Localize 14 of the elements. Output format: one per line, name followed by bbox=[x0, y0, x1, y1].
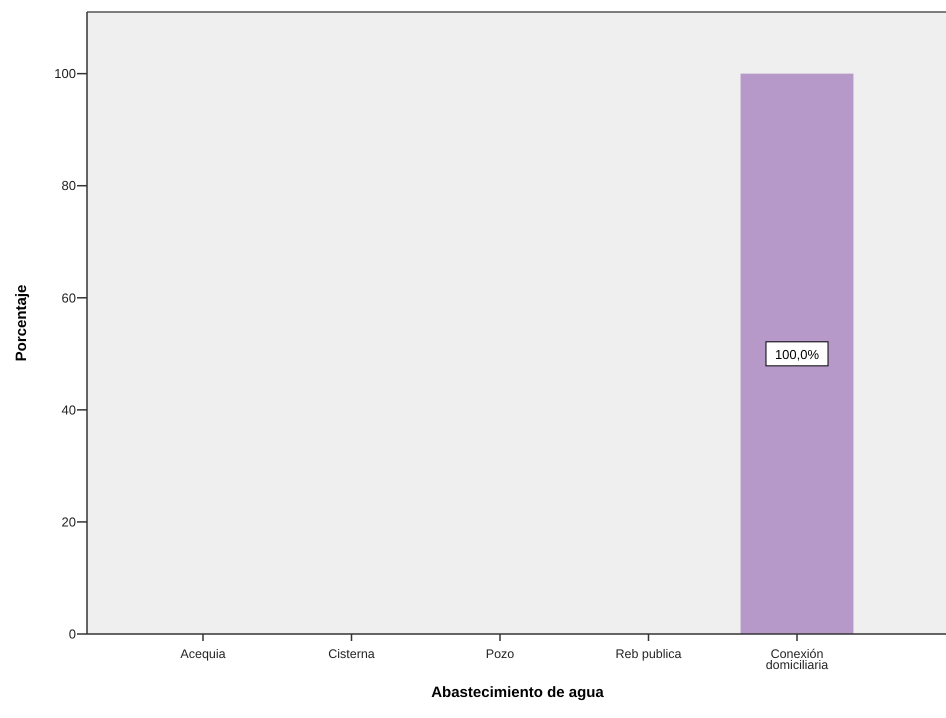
y-tick-label: 20 bbox=[62, 514, 76, 530]
x-tick-label: Pozo bbox=[486, 647, 514, 661]
y-tick-label: 40 bbox=[62, 402, 76, 418]
y-axis-title: Porcentaje bbox=[13, 284, 30, 362]
y-tick-label: 80 bbox=[62, 178, 76, 194]
x-tick-label: Acequia bbox=[180, 647, 226, 661]
data-label: 100,0% bbox=[774, 346, 820, 362]
x-axis-title: Abastecimiento de agua bbox=[431, 684, 604, 701]
x-tick-label: Reb publica bbox=[615, 647, 682, 661]
x-tick-label: Conexión domiciliaria bbox=[766, 647, 828, 672]
y-tick-label: 100 bbox=[54, 66, 76, 82]
y-tick-label: 0 bbox=[68, 626, 76, 642]
x-tick-label: Cisterna bbox=[328, 647, 375, 661]
y-tick-label: 60 bbox=[62, 290, 76, 306]
